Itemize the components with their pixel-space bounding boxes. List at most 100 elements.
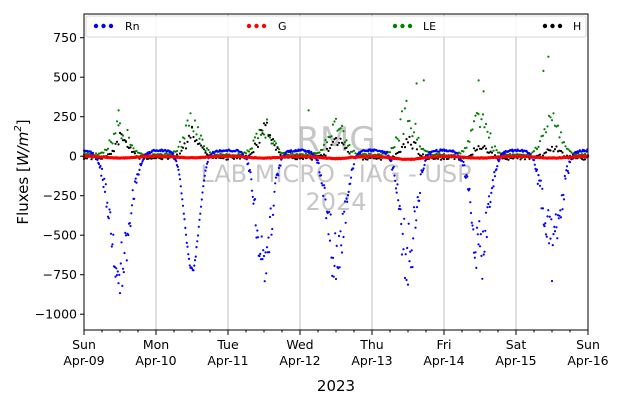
le-point	[196, 126, 200, 129]
le-point	[264, 136, 267, 139]
h-point	[402, 143, 405, 146]
le-point	[388, 151, 392, 154]
rn-point	[107, 217, 110, 220]
legend-label: G	[278, 20, 287, 33]
legend-marker	[254, 23, 259, 29]
rn-point	[277, 166, 281, 170]
rn-point	[178, 173, 181, 176]
le-point	[339, 127, 342, 130]
le-point	[559, 131, 563, 134]
le-point	[132, 147, 135, 150]
rn-point	[261, 258, 264, 261]
h-point	[538, 153, 542, 156]
h-point	[411, 147, 414, 150]
rn-point	[135, 181, 138, 184]
h-point	[561, 151, 564, 154]
rn-point	[539, 179, 542, 182]
rn-point	[323, 186, 326, 189]
rn-point	[176, 165, 179, 168]
rn-point	[492, 185, 495, 188]
rn-point	[489, 200, 492, 204]
h-point	[408, 135, 411, 138]
le-point	[474, 114, 477, 117]
h-point	[195, 139, 198, 142]
x-tick-label-date: Apr-12	[279, 353, 320, 368]
rn-point	[130, 212, 133, 215]
x-tick-label-day: Tue	[216, 337, 239, 352]
le-point	[199, 134, 203, 137]
le-point	[255, 132, 258, 135]
rn-point	[427, 153, 430, 156]
rn-point	[283, 153, 287, 156]
le-point	[175, 150, 179, 153]
rn-point	[408, 260, 411, 263]
le-point	[108, 139, 111, 142]
le-point	[244, 152, 248, 155]
rn-point	[322, 194, 325, 197]
rn-point	[100, 174, 103, 177]
le-point	[195, 133, 198, 136]
le-point	[394, 136, 398, 139]
le-point	[495, 149, 498, 152]
rn-point	[334, 232, 337, 235]
h-point	[310, 158, 314, 161]
rn-point	[419, 173, 422, 176]
rn-point	[200, 198, 203, 201]
rn-point	[394, 179, 397, 182]
rn-point	[341, 212, 344, 215]
rn-point	[413, 210, 416, 213]
rn-point	[100, 167, 104, 170]
rn-point	[267, 236, 270, 239]
legend-marker	[108, 23, 114, 29]
y-axis-title-unit: W/m	[14, 132, 32, 167]
legend-item-h: H	[542, 20, 581, 33]
legend-item-g: G	[246, 20, 287, 33]
h-point	[409, 143, 413, 146]
rn-point	[265, 246, 269, 249]
le-point	[318, 151, 321, 154]
rn-point	[121, 284, 124, 287]
le-point	[202, 145, 206, 148]
h-point	[483, 144, 486, 148]
rn-point	[478, 220, 481, 223]
h-point	[189, 136, 192, 139]
h-point	[198, 142, 201, 145]
rn-point	[328, 210, 331, 213]
le-point	[483, 126, 486, 129]
h-point	[268, 134, 272, 137]
rn-point	[264, 251, 267, 254]
le-point	[541, 134, 545, 137]
h-point	[379, 158, 383, 161]
rn-point	[538, 184, 542, 187]
rn-point	[202, 179, 206, 182]
h-point	[262, 122, 266, 125]
rn-point	[410, 249, 413, 252]
le-point	[583, 152, 587, 155]
h-point	[339, 137, 342, 140]
h-point	[277, 151, 281, 154]
x-tick-label-day: Wed	[286, 337, 313, 352]
rn-point	[133, 180, 137, 183]
rn-point	[245, 158, 248, 161]
rn-point	[398, 204, 401, 208]
rn-point	[405, 278, 408, 282]
rn-point	[279, 164, 282, 167]
rn-point	[205, 162, 209, 165]
h-point	[256, 145, 260, 148]
rn-point	[473, 256, 476, 259]
rn-point	[541, 187, 544, 190]
rn-point	[184, 233, 188, 236]
rn-point	[105, 205, 108, 208]
le-point	[334, 117, 338, 120]
rn-point	[407, 222, 410, 225]
rn-point	[329, 213, 332, 216]
le-point	[277, 148, 281, 151]
h-point	[295, 158, 299, 161]
rn-point	[193, 264, 196, 267]
rn-point	[559, 216, 563, 219]
rn-point	[125, 259, 128, 262]
rn-point	[104, 183, 107, 186]
rn-point	[272, 204, 275, 207]
rn-point	[400, 253, 404, 256]
y-axis: 750 500 250 0 −250 −500 −750 −1000	[35, 30, 84, 322]
